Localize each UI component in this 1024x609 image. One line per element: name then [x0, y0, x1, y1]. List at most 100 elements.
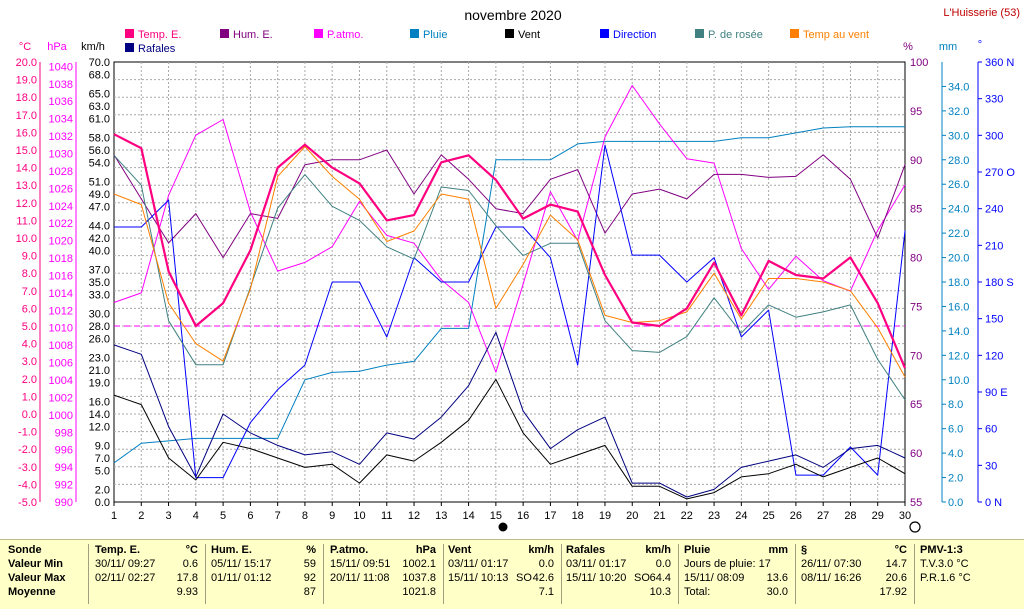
- deg-tick-label: 240: [985, 204, 1003, 216]
- x-tick-label: 10: [353, 510, 365, 522]
- stats-temp-min-date: 30/11/ 09:27: [95, 558, 156, 570]
- x-tick-label: 3: [165, 510, 171, 522]
- x-tick-label: 12: [408, 510, 420, 522]
- deg-tick-label: 360 N: [985, 57, 1014, 69]
- kmh-tick-label: 70.0: [89, 57, 110, 69]
- stats-wind-max-date: 15/11/ 10:13: [448, 572, 509, 584]
- mm-tick-label: 30.0: [948, 130, 969, 142]
- hpa-tick-label: 1034: [49, 114, 73, 126]
- legend-swatch: [790, 29, 799, 38]
- mm-tick-label: 10.0: [948, 375, 969, 387]
- mm-tick-label: 22.0: [948, 228, 969, 240]
- stats-wind-max-dir: SO: [516, 572, 532, 584]
- mm-tick-label: 0.0: [948, 497, 963, 509]
- stats-press-max-date: 20/11/ 11:08: [330, 572, 390, 584]
- stats-col-wind: Vent km/h 03/11/ 01:17 0.0 15/11/ 10:13 SO 4…: [448, 543, 556, 599]
- kmh-tick-label: 16.0: [89, 396, 110, 408]
- pct-tick-label: 70: [910, 350, 922, 362]
- temp-tick-label: 16.0: [16, 127, 37, 139]
- x-tick-label: 29: [872, 510, 884, 522]
- stats-col-pmv: PMV-1:3 T.V.3.0 °C P.R.1.6 °C: [920, 543, 1020, 585]
- stats-hum-min-value: 59: [303, 558, 316, 570]
- stats-wind-min-value: 0.0: [538, 558, 554, 570]
- stats-separator: [561, 544, 562, 604]
- pct-tick-label: 75: [910, 301, 922, 313]
- legend-label: Hum. E.: [233, 29, 273, 41]
- hpa-tick-label: 1036: [49, 96, 73, 108]
- stats-hum-max-value: 92: [303, 572, 316, 584]
- legend-swatch: [600, 29, 609, 38]
- stats-temp-title: Temp. E.: [95, 544, 141, 556]
- stats-rain-total-value: 30.0: [766, 586, 788, 598]
- deg-tick-label: 0 N: [985, 497, 1002, 509]
- pct-tick-label: 65: [910, 399, 922, 411]
- stats-hum-min-date: 05/11/ 15:17: [211, 558, 272, 570]
- stats-rain-title: Pluie: [684, 544, 711, 556]
- stats-col-labels: Sonde Valeur Min Valeur Max Moyenne: [8, 543, 65, 599]
- unit-temp: °C: [19, 41, 31, 53]
- kmh-tick-label: 33.0: [89, 290, 110, 302]
- series-layer: [113, 85, 907, 500]
- kmh-tick-label: 21.0: [89, 365, 110, 377]
- stats-hum-max-date: 01/11/ 01:12: [211, 572, 272, 584]
- unit-hpa: hPa: [47, 41, 67, 53]
- stats-label-mean: Moyenne: [8, 586, 56, 598]
- mm-tick-label: 14.0: [948, 326, 969, 338]
- kmh-tick-label: 28.0: [89, 321, 110, 333]
- pct-tick-label: 55: [910, 497, 922, 509]
- hpa-tick-label: 1002: [49, 392, 73, 404]
- stats-hum-unit: %: [306, 544, 316, 556]
- mm-tick-label: 34.0: [948, 81, 969, 93]
- stats-separator: [914, 544, 915, 604]
- stats-pmv-title: PMV-1:3: [920, 544, 963, 556]
- deg-tick-label: 330: [985, 94, 1003, 106]
- deg-tick-label: 90 E: [985, 387, 1008, 399]
- x-tick-label: 24: [735, 510, 747, 522]
- x-tick-label: 21: [653, 510, 665, 522]
- kmh-tick-label: 5.0: [95, 466, 110, 478]
- temp-tick-label: -5.0: [18, 497, 37, 509]
- kmh-tick-label: 30.0: [89, 308, 110, 320]
- x-axis: 1 2 3 4 5 6 7 8 9 10 11 12 13 14 15 16 17 18 19 20 21 22 23 24 2…: [111, 502, 911, 522]
- mm-tick-label: 28.0: [948, 155, 969, 167]
- kmh-tick-label: 42.0: [89, 233, 110, 245]
- x-tick-label: 2: [138, 510, 144, 522]
- x-tick-label: 20: [626, 510, 638, 522]
- plot-frame: [113, 61, 906, 503]
- stats-press-title: P.atmo.: [330, 544, 369, 556]
- temp-tick-label: 14.0: [16, 163, 37, 175]
- kmh-tick-label: 51.0: [89, 176, 110, 188]
- x-tick-label: 7: [275, 510, 281, 522]
- legend-label: Rafales: [138, 43, 176, 55]
- weather-chart: novembre 2020 L'Huisserie (53) °C hPa km…: [15, 7, 1020, 533]
- x-tick-label: 30: [899, 510, 911, 522]
- station-name: L'Huisserie (53): [943, 7, 1020, 19]
- hpa-tick-label: 1012: [49, 305, 73, 317]
- temp-tick-label: 0.0: [22, 409, 37, 421]
- series-direction: [114, 144, 906, 479]
- hpa-tick-label: 1022: [49, 218, 73, 230]
- legend-swatch: [505, 29, 514, 38]
- hpa-tick-label: 1040: [49, 61, 73, 73]
- legend-swatch: [220, 29, 229, 38]
- kmh-tick-label: 49.0: [89, 189, 110, 201]
- series-pluie: [113, 126, 905, 464]
- deg-tick-label: 180 S: [985, 277, 1014, 289]
- temp-tick-label: -2.0: [18, 444, 37, 456]
- x-tick-label: 22: [681, 510, 693, 522]
- kmh-tick-label: 12.0: [89, 422, 110, 434]
- x-tick-label: 14: [462, 510, 474, 522]
- x-tick-label: 11: [381, 510, 392, 522]
- x-tick-label: 16: [517, 510, 529, 522]
- stats-separator: [678, 544, 679, 604]
- unit-kmh: km/h: [81, 41, 105, 53]
- temp-tick-label: 4.0: [22, 339, 37, 351]
- stats-extra-title: §: [801, 544, 808, 556]
- stats-extra-min-date: 26/11/ 07:30: [801, 558, 862, 570]
- temp-tick-label: 3.0: [22, 356, 37, 368]
- temp-tick-label: 7.0: [22, 286, 37, 298]
- hpa-tick-label: 1014: [49, 288, 73, 300]
- stats-wind-unit: km/h: [528, 544, 554, 556]
- hpa-tick-label: 990: [55, 497, 73, 509]
- stats-footer: Sonde Valeur Min Valeur Max Moyenne Temp…: [0, 539, 1024, 609]
